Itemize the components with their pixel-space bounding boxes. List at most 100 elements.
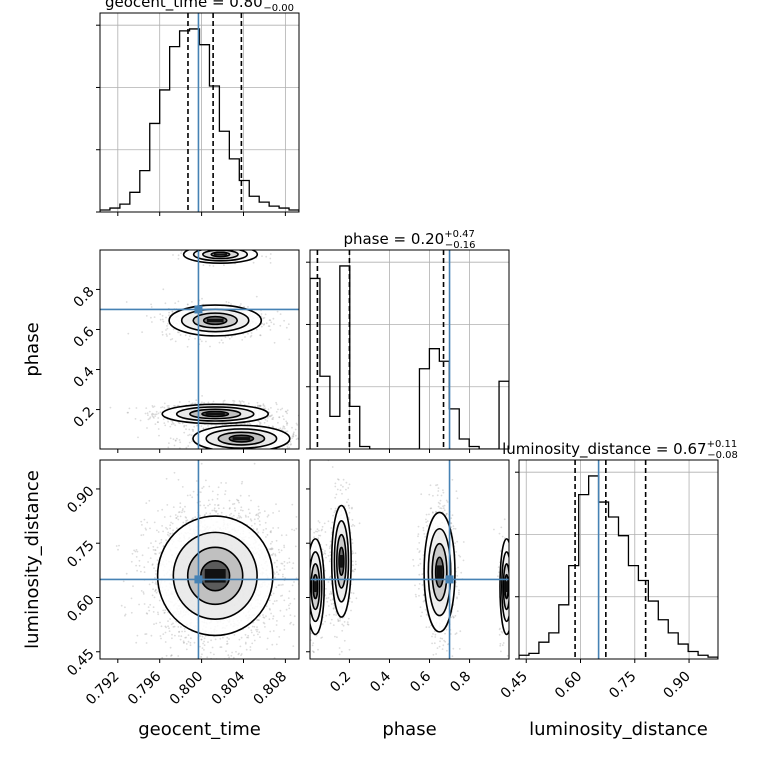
sample-point — [140, 534, 143, 537]
sample-point — [205, 479, 207, 482]
sample-point — [166, 407, 169, 409]
sample-point — [189, 641, 192, 644]
sample-point — [259, 404, 262, 407]
sample-point — [213, 509, 216, 512]
sample-point — [157, 613, 160, 616]
sample-point — [289, 602, 292, 605]
sample-point — [253, 625, 256, 628]
sample-point — [244, 452, 246, 454]
sample-point — [286, 430, 289, 433]
sample-point — [262, 529, 265, 531]
truth-marker — [194, 305, 203, 314]
sample-point — [257, 512, 260, 515]
sample-point — [257, 517, 259, 520]
sample-point — [171, 637, 173, 640]
sample-point — [154, 423, 157, 425]
sample-point — [263, 421, 266, 424]
sample-point — [152, 606, 155, 609]
sample-point — [265, 605, 268, 608]
sample-point — [109, 406, 112, 409]
sample-point — [300, 446, 302, 448]
sample-point — [169, 338, 172, 341]
sample-point — [269, 415, 272, 418]
sample-point — [166, 504, 169, 506]
sample-point — [292, 451, 294, 453]
sample-point — [150, 542, 152, 544]
sample-point — [188, 335, 191, 338]
sample-point — [212, 265, 215, 267]
sample-point — [172, 438, 175, 440]
sample-point — [251, 625, 254, 628]
sample-point — [183, 431, 186, 434]
sample-point — [262, 317, 265, 320]
sample-point — [160, 541, 163, 544]
sample-point — [183, 425, 186, 428]
sample-point — [223, 246, 225, 248]
sample-point — [131, 552, 134, 555]
sample-point — [238, 501, 240, 504]
sample-point — [250, 334, 253, 337]
sample-point — [265, 255, 268, 258]
sample-point — [232, 514, 235, 517]
sample-point — [248, 512, 251, 515]
sample-point — [233, 402, 235, 405]
sample-point — [259, 523, 261, 526]
sample-point — [158, 599, 161, 602]
sample-point — [179, 441, 182, 444]
sample-point — [249, 336, 252, 338]
sample-point — [145, 642, 148, 644]
sample-point — [206, 656, 209, 659]
sample-point — [271, 554, 274, 556]
title-upper-error: +0.00 — [263, 0, 294, 3]
sample-point — [283, 319, 285, 322]
sample-point — [170, 654, 173, 657]
sample-point — [158, 542, 161, 545]
sample-point — [174, 439, 177, 442]
sample-point — [171, 421, 174, 424]
sample-point — [234, 509, 237, 512]
sample-point — [173, 404, 175, 407]
sample-point — [166, 325, 168, 327]
sample-point — [246, 423, 249, 425]
sample-point — [115, 545, 118, 547]
sample-point — [238, 456, 240, 458]
sample-point — [223, 264, 225, 267]
sample-point — [134, 418, 137, 420]
sample-point — [205, 512, 208, 515]
sample-point — [165, 333, 168, 336]
sample-point — [178, 511, 181, 513]
sample-point — [161, 318, 164, 321]
sample-point — [173, 444, 176, 447]
sample-point — [246, 454, 248, 456]
sample-point — [277, 408, 279, 411]
sample-point — [200, 656, 203, 658]
sample-point — [232, 503, 234, 506]
sample-point — [230, 654, 233, 657]
sample-point — [124, 613, 127, 616]
sample-point — [182, 508, 184, 510]
sample-point — [153, 623, 155, 625]
sample-point — [143, 571, 146, 573]
sample-point — [200, 340, 203, 343]
sample-point — [124, 606, 126, 609]
sample-point — [225, 650, 227, 652]
histogram-phase — [310, 250, 509, 449]
sample-point — [125, 572, 128, 575]
sample-point — [158, 552, 161, 554]
sample-point — [295, 422, 298, 425]
sample-point — [167, 625, 170, 628]
sample-point — [189, 644, 192, 647]
sample-point — [203, 401, 206, 404]
sample-point — [219, 646, 222, 648]
sample-point — [291, 528, 293, 531]
sample-point — [239, 401, 242, 404]
sample-point — [270, 530, 272, 532]
sample-point — [282, 573, 284, 576]
sample-point — [140, 590, 143, 592]
sample-point — [301, 431, 303, 433]
sample-point — [255, 295, 258, 298]
sample-point — [269, 257, 272, 260]
sample-point — [272, 418, 274, 420]
sample-point — [152, 416, 155, 418]
sample-point — [266, 515, 269, 518]
